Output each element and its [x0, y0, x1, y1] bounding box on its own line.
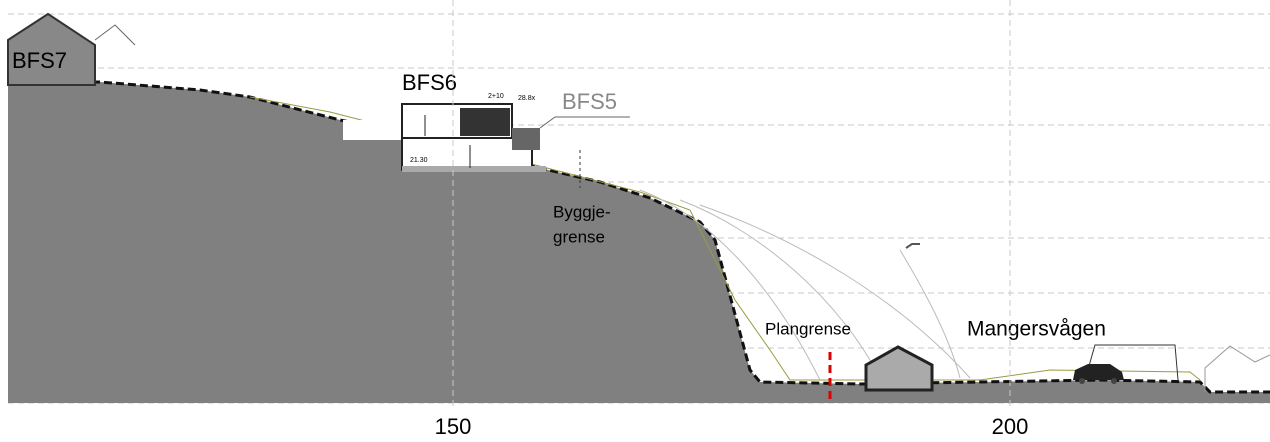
building-bfs6 [343, 103, 546, 172]
house-outline [1204, 345, 1270, 392]
label: BFS7 [12, 48, 67, 73]
x-tick-label: 150 [435, 414, 472, 439]
car [1073, 364, 1124, 380]
leader-line [539, 116, 630, 129]
axis: 150 200 [435, 0, 1029, 439]
level-label: 21.30 [410, 157, 428, 164]
boathouse [864, 345, 934, 392]
label: Plangrense [765, 319, 851, 338]
shelter [1084, 344, 1179, 381]
label: Byggje- [553, 202, 611, 221]
label: Mangersvågen [967, 318, 1106, 341]
label: BFS5 [562, 89, 617, 114]
level-label: 28.8x [518, 95, 536, 102]
house-bfs7 [7, 12, 96, 86]
label: BFS6 [402, 70, 457, 95]
terrain [8, 82, 1270, 403]
car-wheel [1079, 378, 1085, 384]
car-wheel [1111, 378, 1117, 384]
slope-lines [639, 189, 971, 381]
house-outline [94, 24, 136, 46]
label: grense [553, 227, 605, 246]
level-label: 2+10 [488, 93, 504, 100]
x-tick-label: 200 [992, 414, 1029, 439]
lamp [905, 243, 920, 249]
